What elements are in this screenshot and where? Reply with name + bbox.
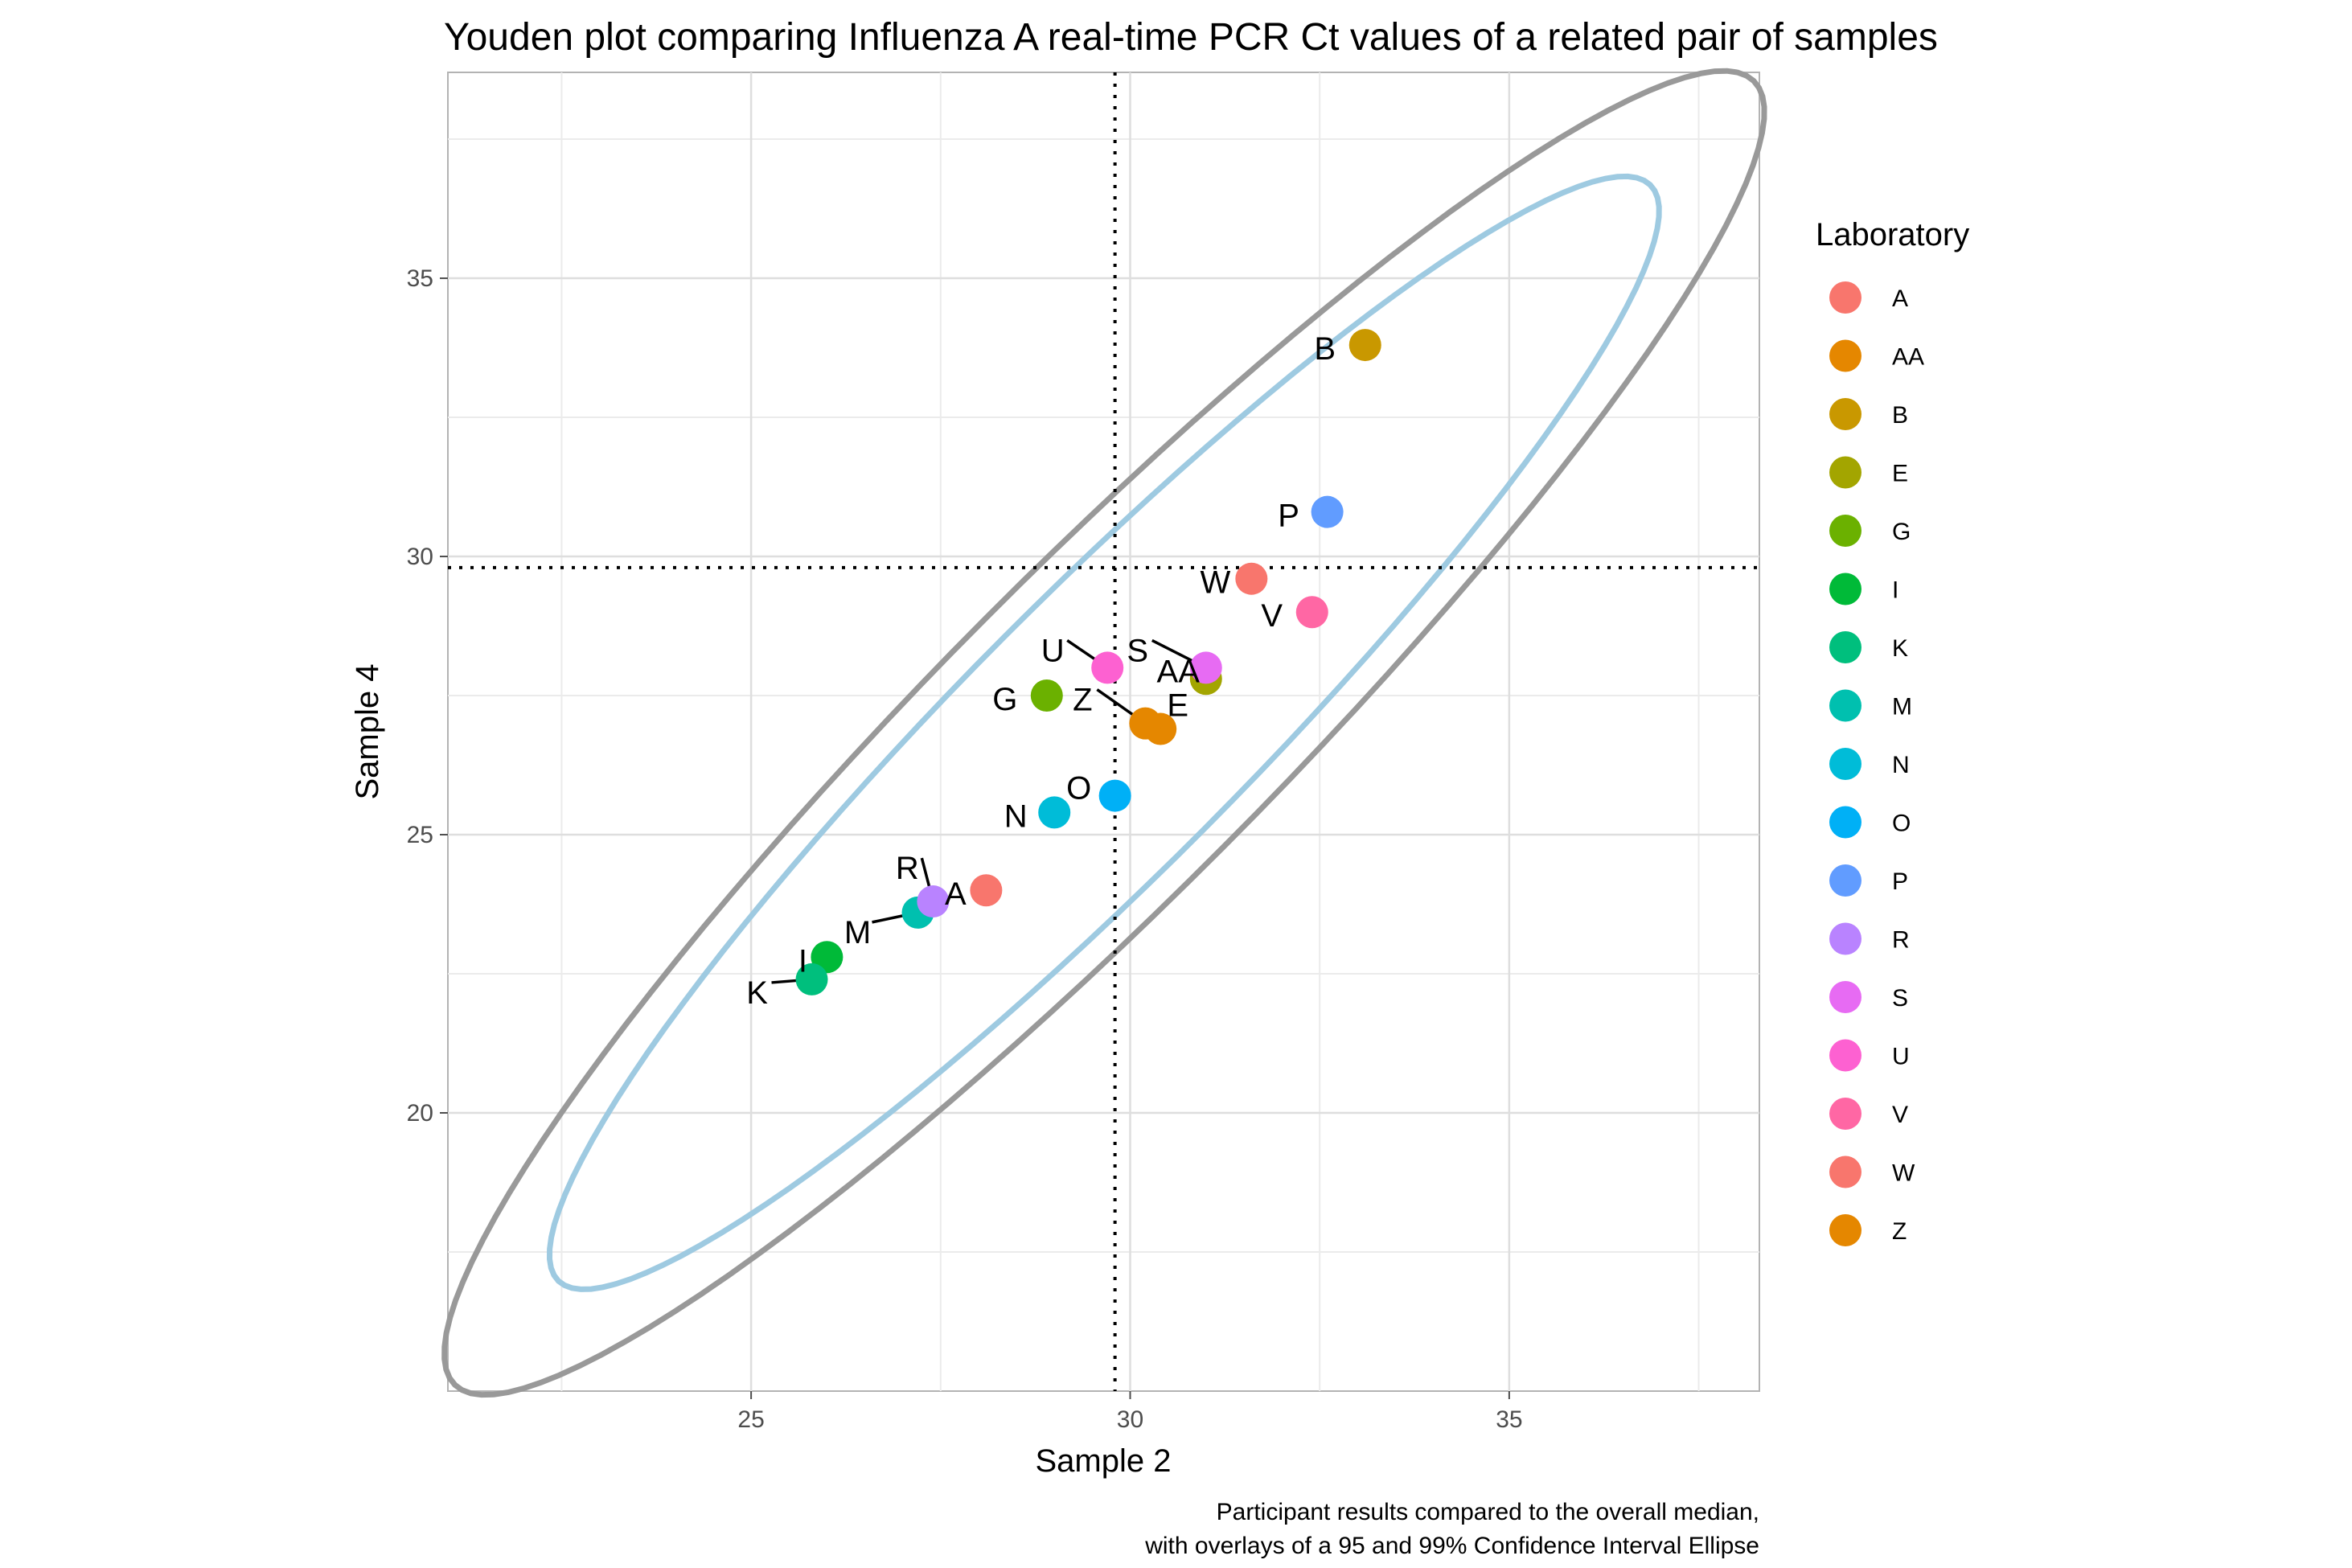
point-k <box>795 963 828 995</box>
legend-key-m <box>1829 689 1861 722</box>
point-r <box>917 885 950 918</box>
x-axis-title: Sample 2 <box>1036 1443 1172 1479</box>
legend-label-e: E <box>1892 461 1908 487</box>
point-a <box>970 874 1003 907</box>
x-tick-label: 30 <box>1117 1406 1143 1433</box>
legend-label-o: O <box>1892 811 1911 837</box>
legend-key-g <box>1829 515 1861 547</box>
legend-label-n: N <box>1892 752 1910 778</box>
plot-panel <box>447 72 1760 1392</box>
point-g <box>1030 679 1063 712</box>
legend-key-v <box>1829 1098 1861 1130</box>
legend-key-s <box>1829 981 1861 1013</box>
point-label-m: M <box>844 915 871 950</box>
caption-line-2: with overlays of a 95 and 99% Confidence… <box>1144 1533 1759 1559</box>
legend-label-u: U <box>1892 1044 1910 1070</box>
major-gridlines <box>448 72 1759 1391</box>
point-label-a: A <box>945 876 967 912</box>
point-label-o: O <box>1066 771 1091 807</box>
legend-label-w: W <box>1892 1160 1915 1187</box>
legend-label-a: A <box>1892 285 1908 312</box>
ellipse-95-percent <box>546 173 1662 1292</box>
legend-label-b: B <box>1892 402 1908 429</box>
point-label-n: N <box>1004 798 1028 834</box>
legend-key-k <box>1829 631 1861 663</box>
point-b <box>1348 329 1381 362</box>
legend-key-r <box>1829 922 1861 955</box>
point-label-k: K <box>746 975 768 1011</box>
data-points <box>795 329 1381 995</box>
x-tick-label: 25 <box>737 1406 764 1433</box>
y-axis-title: Sample 4 <box>350 664 385 800</box>
point-label-g: G <box>992 682 1017 717</box>
legend-key-w <box>1829 1155 1861 1188</box>
point-u <box>1091 651 1124 684</box>
point-o <box>1098 779 1131 812</box>
y-tick-label: 25 <box>407 822 433 848</box>
point-z <box>1129 707 1162 740</box>
legend-label-k: K <box>1892 635 1908 662</box>
point-label-s: S <box>1127 633 1148 668</box>
point-label-z: Z <box>1073 683 1092 718</box>
legend-label-aa: AA <box>1892 344 1924 371</box>
x-axis-ticks: 25 30 35 <box>737 1391 1523 1433</box>
legend-key-o <box>1829 806 1861 839</box>
point-v <box>1295 596 1328 629</box>
legend-label-p: P <box>1892 868 1908 895</box>
point-label-p: P <box>1278 499 1299 534</box>
legend-label-v: V <box>1892 1102 1908 1128</box>
confidence-ellipses <box>441 68 1767 1398</box>
y-tick-label: 30 <box>407 544 433 570</box>
point-label-r: R <box>896 851 919 886</box>
point-w <box>1235 562 1268 595</box>
legend-label-s: S <box>1892 985 1908 1012</box>
legend-key-aa <box>1829 339 1861 372</box>
chart-title: Youden plot comparing Influenza A real-t… <box>444 16 1938 59</box>
point-label-v: V <box>1261 598 1283 634</box>
legend-key-z <box>1829 1214 1861 1246</box>
legend-key-p <box>1829 864 1861 897</box>
legend-key-n <box>1829 748 1861 780</box>
legend-label-i: I <box>1892 577 1898 604</box>
y-axis-ticks: 20 25 30 35 <box>407 265 448 1127</box>
legend-label-m: M <box>1892 694 1912 720</box>
legend-key-u <box>1829 1039 1861 1072</box>
point-s <box>1189 651 1222 684</box>
point-label-u: U <box>1041 633 1065 668</box>
point-p <box>1311 495 1344 528</box>
legend-key-a <box>1829 281 1861 314</box>
legend-key-b <box>1829 398 1861 430</box>
point-label-aa: AA <box>1157 655 1201 690</box>
point-label-i: I <box>798 943 807 979</box>
point-label-w: W <box>1200 565 1230 601</box>
legend-label-g: G <box>1892 519 1911 545</box>
legend-key-i <box>1829 573 1861 605</box>
point-label-e: E <box>1167 688 1188 723</box>
y-tick-label: 35 <box>407 265 433 292</box>
x-tick-label: 35 <box>1496 1406 1522 1433</box>
point-n <box>1038 796 1071 829</box>
caption-line-1: Participant results compared to the over… <box>1217 1499 1759 1525</box>
point-label-b: B <box>1314 331 1336 367</box>
legend-title: Laboratory <box>1816 217 1969 252</box>
ellipse-99-percent <box>441 68 1767 1398</box>
y-tick-label: 20 <box>407 1100 433 1127</box>
legend-label-z: Z <box>1892 1218 1907 1245</box>
legend-label-r: R <box>1892 927 1910 954</box>
legend-key-e <box>1829 456 1861 489</box>
